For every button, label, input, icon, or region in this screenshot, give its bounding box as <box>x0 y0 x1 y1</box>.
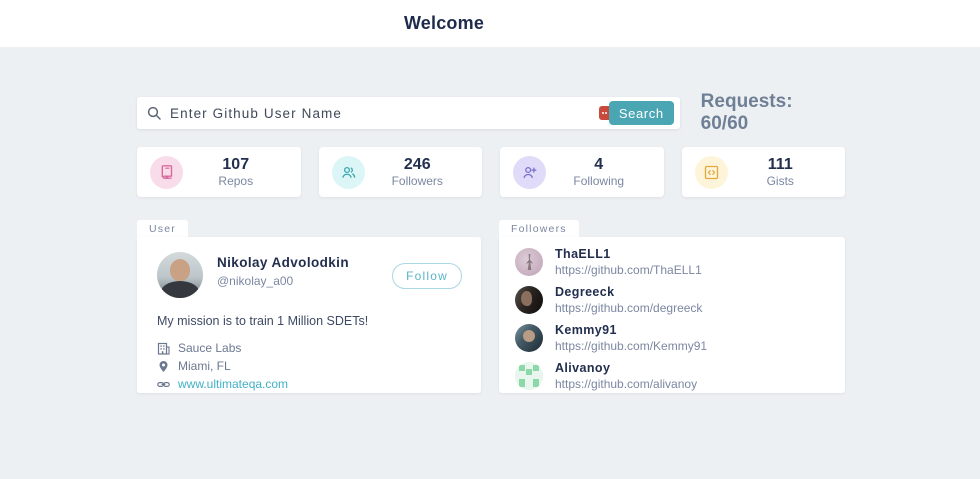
followers-card: ThaELL1 https://github.com/ThaELL1 Degre… <box>499 237 845 393</box>
organization-icon <box>157 342 170 355</box>
follower-item: Degreeck https://github.com/degreeck <box>515 285 829 315</box>
stat-card-gists: 111 Gists <box>681 147 845 197</box>
repos-label: Repos <box>218 174 254 188</box>
follower-avatar-degreeck <box>515 286 543 314</box>
followers-list: ThaELL1 https://github.com/ThaELL1 Degre… <box>499 237 845 391</box>
search-button[interactable]: Search <box>608 101 674 125</box>
app-header: Welcome <box>0 0 980 47</box>
follower-name: Kemmy91 <box>555 323 617 337</box>
follower-avatar-kemmy91 <box>515 324 543 352</box>
gists-count: 111 <box>767 156 793 173</box>
stat-card-followers: 246 Followers <box>318 147 482 197</box>
user-bio: My mission is to train 1 Million SDETs! <box>157 314 369 328</box>
user-name: Nikolay Advolodkin <box>217 255 349 270</box>
follow-button[interactable]: Follow <box>392 263 462 289</box>
user-company-row: Sauce Labs <box>157 339 461 357</box>
stat-card-repos: 107 Repos <box>137 147 301 197</box>
github-username-input[interactable] <box>137 97 680 129</box>
followers-section: Followers ThaELL1 https://github.com/Tha… <box>499 220 845 393</box>
follower-url[interactable]: https://github.com/ThaELL1 <box>555 263 702 277</box>
search-row: Search Requests: 60/60 <box>137 91 845 134</box>
user-section: User Nikolay Advolodkin @nikolay_a00 Fol… <box>137 220 481 393</box>
follower-name: Alivanoy <box>555 361 611 375</box>
follower-url[interactable]: https://github.com/degreeck <box>555 301 703 315</box>
link-icon <box>157 381 170 387</box>
follower-url[interactable]: https://github.com/alivanoy <box>555 377 698 391</box>
user-location-row: Miami, FL <box>157 357 461 375</box>
gists-label: Gists <box>766 174 794 188</box>
sections-row: User Nikolay Advolodkin @nikolay_a00 Fol… <box>137 220 845 393</box>
following-count: 4 <box>594 156 604 173</box>
follower-item: Kemmy91 https://github.com/Kemmy91 <box>515 323 829 353</box>
followers-people-icon <box>331 155 365 189</box>
user-avatar <box>157 252 203 298</box>
follower-item: ThaELL1 https://github.com/ThaELL1 <box>515 247 829 277</box>
followers-count: 246 <box>403 156 431 173</box>
following-label: Following <box>573 174 625 188</box>
repo-book-icon <box>150 155 183 189</box>
stat-card-following: 4 Following <box>500 147 664 197</box>
repos-count: 107 <box>222 156 250 173</box>
search-icon <box>147 106 161 120</box>
follower-avatar-thaell1 <box>515 248 543 276</box>
user-handle: @nikolay_a00 <box>217 274 294 288</box>
code-square-icon <box>694 155 728 189</box>
tab-user[interactable]: User <box>137 220 188 237</box>
user-website-link[interactable]: www.ultimateqa.com <box>178 377 289 391</box>
follower-avatar-alivanoy <box>515 362 543 390</box>
user-company: Sauce Labs <box>178 341 242 355</box>
person-plus-icon <box>513 155 546 189</box>
follower-name: Degreeck <box>555 285 615 299</box>
search-box: Search <box>137 97 680 129</box>
follower-item: Alivanoy https://github.com/alivanoy <box>515 361 829 391</box>
follower-url[interactable]: https://github.com/Kemmy91 <box>555 339 708 353</box>
page-title: Welcome <box>403 13 485 33</box>
user-card: Nikolay Advolodkin @nikolay_a00 Follow M… <box>137 237 481 393</box>
tab-followers[interactable]: Followers <box>499 220 579 237</box>
followers-label: Followers <box>391 174 443 188</box>
location-pin-icon <box>159 360 168 372</box>
requests-counter: Requests: 60/60 <box>700 91 793 134</box>
follower-name: ThaELL1 <box>555 247 611 261</box>
stats-row: 107 Repos 246 Followers <box>137 147 845 197</box>
user-location: Miami, FL <box>178 359 231 373</box>
user-website-row: www.ultimateqa.com <box>157 375 461 393</box>
